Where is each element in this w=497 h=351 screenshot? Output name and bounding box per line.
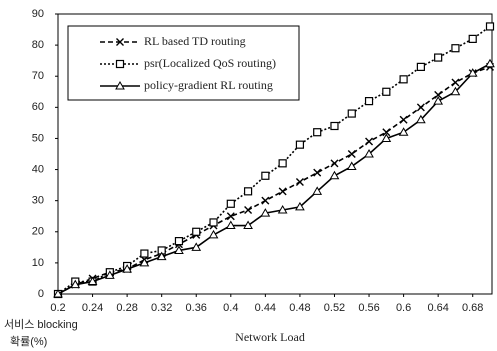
- marker: [329, 170, 340, 180]
- marker: [261, 171, 270, 180]
- marker: [260, 208, 271, 217]
- marker: [295, 201, 305, 211]
- marker: [330, 159, 339, 168]
- x-tick-label: 0.36: [186, 302, 207, 314]
- marker: [295, 140, 305, 149]
- marker: [398, 127, 409, 136]
- marker: [346, 161, 357, 170]
- y-tick-label: 10: [32, 257, 44, 269]
- marker: [468, 34, 477, 43]
- y-axis-label: 확률(%): [10, 335, 47, 348]
- marker: [347, 150, 356, 158]
- marker: [225, 220, 236, 230]
- x-tick-label: 0.32: [151, 302, 172, 314]
- x-tick-label: 0.64: [427, 302, 448, 314]
- marker: [451, 44, 460, 53]
- x-tick-label: 0.52: [324, 302, 345, 314]
- marker: [174, 245, 184, 254]
- marker: [261, 196, 270, 205]
- marker: [467, 68, 478, 77]
- marker: [226, 212, 235, 221]
- y-tick-label: 60: [32, 101, 44, 113]
- marker: [382, 128, 391, 137]
- marker: [115, 59, 125, 69]
- marker: [364, 148, 374, 158]
- marker: [416, 103, 425, 112]
- x-tick-label: 0.44: [255, 302, 276, 314]
- marker: [208, 229, 219, 239]
- marker: [313, 128, 322, 137]
- legend: [67, 25, 300, 101]
- y-tick-label: 40: [32, 163, 44, 175]
- marker: [313, 168, 322, 177]
- legend-label: RL based TD routing: [144, 34, 246, 48]
- marker: [451, 78, 460, 87]
- marker: [295, 178, 304, 186]
- x-tick-label: 0.4: [223, 302, 238, 314]
- marker: [115, 80, 125, 90]
- x-tick-label: 0.68: [462, 302, 483, 314]
- marker: [399, 115, 408, 124]
- marker: [416, 114, 426, 124]
- marker: [122, 264, 132, 273]
- marker: [382, 87, 391, 96]
- marker: [140, 249, 149, 258]
- marker: [104, 270, 115, 279]
- y-axis-label: 서비스 blocking: [4, 318, 78, 331]
- marker: [244, 206, 253, 214]
- marker: [434, 90, 443, 99]
- marker: [139, 257, 150, 267]
- y-tick-label: 80: [32, 39, 44, 51]
- y-tick-label: 20: [32, 226, 44, 238]
- marker: [485, 58, 495, 68]
- marker: [485, 22, 495, 31]
- marker: [53, 288, 63, 298]
- marker: [278, 159, 287, 168]
- marker: [433, 96, 444, 105]
- marker: [399, 75, 408, 84]
- marker: [434, 53, 443, 62]
- marker: [243, 220, 253, 230]
- marker: [243, 187, 253, 196]
- marker: [312, 186, 323, 195]
- x-tick-label: 0.24: [82, 302, 103, 314]
- marker: [416, 62, 425, 71]
- marker: [116, 38, 124, 46]
- x-tick-label: 0.28: [116, 302, 137, 314]
- marker: [330, 121, 339, 131]
- x-axis-label: Network Load: [235, 330, 305, 344]
- marker: [226, 199, 235, 208]
- y-tick-label: 50: [32, 132, 44, 144]
- marker: [381, 133, 392, 142]
- marker: [364, 97, 374, 106]
- marker: [347, 109, 356, 118]
- marker: [209, 218, 218, 227]
- y-tick-label: 90: [32, 8, 44, 20]
- marker: [156, 251, 167, 261]
- marker: [70, 279, 81, 289]
- y-tick-label: 0: [38, 288, 44, 300]
- x-tick-label: 0.56: [358, 302, 379, 314]
- marker: [278, 187, 287, 196]
- marker: [277, 204, 288, 214]
- y-tick-label: 70: [32, 70, 44, 82]
- marker: [450, 86, 461, 96]
- x-tick-label: 0.48: [289, 302, 310, 314]
- y-tick-label: 30: [32, 195, 44, 207]
- marker: [191, 242, 202, 251]
- legend-label: policy-gradient RL routing: [144, 78, 273, 92]
- series-line: [57, 66, 491, 295]
- x-tick-label: 0.6: [396, 302, 411, 314]
- legend-label: psr(Localized QoS routing): [144, 56, 276, 70]
- marker: [87, 276, 98, 286]
- plot-frame: [57, 13, 493, 295]
- x-tick-label: 0.2: [50, 302, 65, 314]
- marker: [365, 137, 374, 146]
- marker: [192, 227, 201, 236]
- marker: [174, 237, 184, 246]
